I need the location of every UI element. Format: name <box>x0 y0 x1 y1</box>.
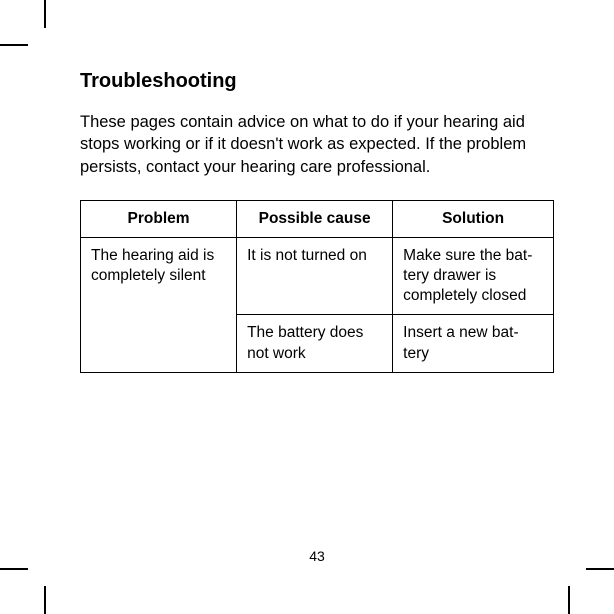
cell-cause: The battery does not work <box>237 315 393 372</box>
crop-mark <box>0 568 28 570</box>
table-header-solution: Solution <box>393 200 554 237</box>
cell-solution: Make sure the bat-tery drawer is complet… <box>393 237 554 314</box>
intro-paragraph: These pages contain advice on what to do… <box>80 111 554 178</box>
page-number: 43 <box>80 548 554 564</box>
crop-mark <box>0 44 28 46</box>
table-header-problem: Problem <box>81 200 237 237</box>
page-content: Troubleshooting These pages contain advi… <box>80 70 554 564</box>
page-heading: Troubleshooting <box>80 70 554 93</box>
table-row: The hearing aid is completely silent It … <box>81 237 554 314</box>
troubleshooting-table: Problem Possible cause Solution The hear… <box>80 200 554 373</box>
crop-mark <box>44 586 46 614</box>
table-header-row: Problem Possible cause Solution <box>81 200 554 237</box>
crop-mark <box>586 568 614 570</box>
crop-mark <box>568 586 570 614</box>
cell-problem: The hearing aid is completely silent <box>81 237 237 372</box>
table-header-cause: Possible cause <box>237 200 393 237</box>
crop-mark <box>44 0 46 28</box>
cell-cause: It is not turned on <box>237 237 393 314</box>
cell-solution: Insert a new bat-tery <box>393 315 554 372</box>
